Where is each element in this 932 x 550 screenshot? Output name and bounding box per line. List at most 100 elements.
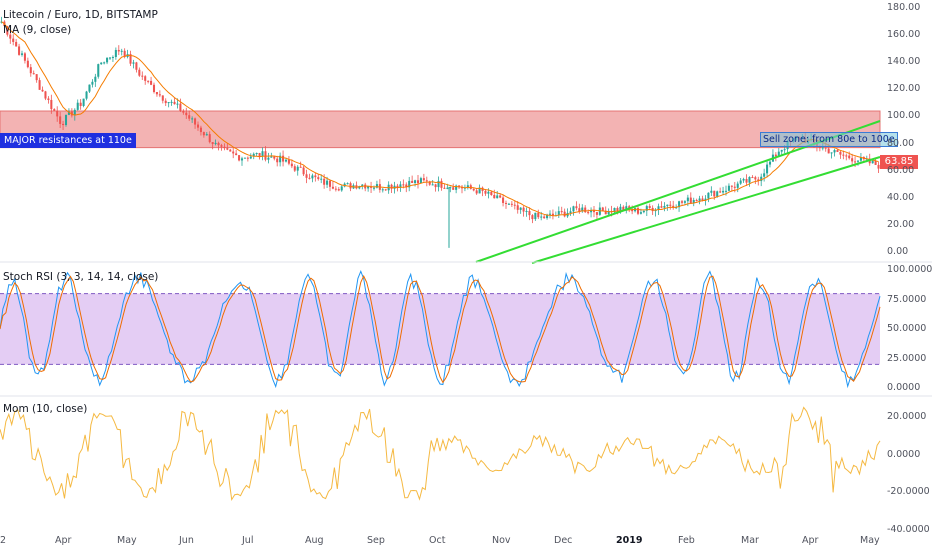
candle-body (472, 188, 475, 191)
candle-body (56, 110, 59, 117)
candle-body (381, 189, 384, 191)
candle-body (252, 153, 255, 157)
ma-legend: MA (9, close) (3, 24, 72, 36)
candle-body (108, 57, 112, 59)
candle-body (255, 153, 258, 155)
candle-body (73, 109, 76, 116)
candle-body (85, 91, 88, 99)
candle-body (460, 187, 464, 189)
candle-body (754, 177, 757, 180)
candle-body (537, 212, 540, 218)
candle-body (683, 201, 686, 203)
candle-body (499, 195, 502, 198)
candle-body (422, 178, 425, 181)
candle-body (616, 208, 619, 212)
candle-body (94, 76, 97, 82)
candle-body (613, 208, 616, 213)
candle-body (320, 178, 323, 180)
x-axis-tick: Jul (242, 535, 254, 546)
candle-body (76, 102, 79, 110)
price-axis-tick: 100.00 (887, 110, 921, 122)
candle-body (590, 209, 593, 213)
candle-body (15, 41, 18, 47)
candle-body (20, 53, 24, 55)
candle-body (455, 185, 458, 190)
candle-body (595, 212, 598, 215)
candle-body (205, 134, 208, 136)
candle-body (584, 207, 587, 213)
candle-body (478, 187, 481, 194)
candle-body (830, 152, 833, 154)
candle-body (141, 75, 144, 77)
candle-body (496, 195, 499, 199)
candle-body (484, 190, 487, 194)
candle-body (704, 198, 707, 201)
candle-body (475, 190, 478, 194)
candle-body (859, 157, 862, 161)
candle-body (592, 209, 596, 213)
candle-body (548, 213, 552, 215)
candle-body (305, 174, 308, 178)
candle-body (507, 203, 510, 205)
candle-body (279, 155, 282, 163)
candle-body (557, 211, 560, 216)
candle-body (311, 175, 314, 179)
candle-body (604, 210, 607, 215)
candle-body (240, 158, 244, 161)
candle-body (736, 183, 739, 188)
candle-body (622, 206, 625, 211)
stoch-axis-tick: 25.0000 (887, 352, 927, 364)
candle-body (431, 184, 434, 186)
x-axis-tick: Nov (492, 535, 511, 546)
candle-body (877, 164, 880, 169)
resistance-zone (0, 110, 881, 149)
candle-body (774, 154, 777, 157)
candle-body (531, 215, 534, 220)
candle-body (428, 181, 431, 185)
candle-body (663, 206, 666, 208)
candle-body (845, 155, 848, 157)
candle-body (842, 154, 845, 156)
candle-body (334, 188, 337, 190)
candle-body (678, 201, 681, 208)
momentum-pane (0, 406, 881, 502)
candle-body (114, 49, 117, 58)
stoch-d-line (0, 274, 881, 384)
candle-body (6, 26, 9, 35)
candle-body (534, 212, 537, 220)
candle-body (821, 147, 824, 149)
sell-zone-note[interactable]: Sell zone: from 80e to 100e (760, 132, 898, 147)
candle-body (851, 158, 854, 162)
x-axis-tick: Oct (429, 535, 446, 546)
axes (0, 261, 932, 397)
candle-body (232, 151, 235, 154)
candle-body (701, 198, 704, 201)
candle-body (519, 207, 522, 210)
candle-body (367, 186, 370, 189)
candle-body (364, 184, 367, 189)
candle-body (138, 69, 141, 76)
candle-body (839, 151, 842, 155)
candle-body (569, 211, 572, 213)
candle-body (340, 186, 343, 191)
candle-body (522, 207, 525, 212)
candle-body (560, 211, 563, 213)
candle-body (308, 177, 311, 179)
candle-body (551, 213, 554, 216)
stoch-rsi-pane (0, 269, 881, 389)
candle-body (724, 190, 728, 192)
candle-body (631, 209, 634, 212)
candle-body (41, 89, 44, 92)
candle-body (258, 153, 261, 157)
candle-body (290, 163, 293, 167)
candle-body (302, 167, 305, 175)
candle-body (710, 190, 713, 193)
candle-body (287, 159, 290, 164)
candle-body (152, 84, 156, 92)
major-resistance-note[interactable]: MAJOR resistances at 110e (0, 133, 136, 148)
candle-body (326, 180, 329, 185)
candle-body (103, 62, 106, 64)
candle-body (147, 80, 150, 82)
candle-body (716, 191, 719, 197)
